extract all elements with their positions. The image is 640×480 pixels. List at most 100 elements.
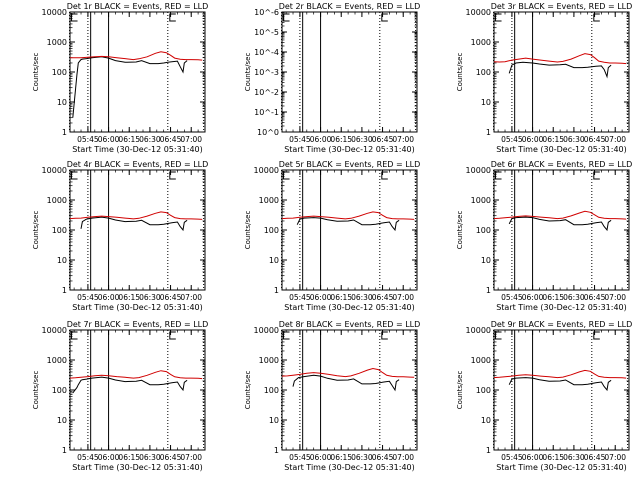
x-tick-label: 06:45 — [584, 293, 606, 302]
lld-series-line — [69, 211, 203, 220]
y-tick-label: 10 — [481, 416, 491, 425]
x-tick-label: 06:00 — [522, 453, 544, 462]
chart-panel-2: Det 2r BLACK = Events, RED = LLD 10^0 10^-… — [244, 2, 420, 154]
lld-series-line — [281, 367, 415, 378]
x-axis-label: Start Time (30-Dec-12 05:31:40) — [284, 303, 415, 312]
flag-marker — [283, 13, 290, 22]
flag-marker — [593, 13, 600, 22]
x-tick-label: 06:00 — [98, 293, 120, 302]
y-tick-label: 1 — [486, 128, 491, 137]
x-axis-label: Start Time (30-Dec-12 05:31:40) — [496, 303, 627, 312]
x-tick-label: 06:15 — [330, 453, 352, 462]
chart-panel-9: Det 9r BLACK = Events, RED = LLD 1 10 100 10… — [456, 320, 632, 472]
chart-panel-4: Det 4r BLACK = Events, RED = LLD 1 10 100 10… — [32, 160, 208, 312]
y-tick-label: 1 — [62, 286, 67, 295]
chart-panel-5: Det 5r BLACK = Events, RED = LLD 1 10 100 10… — [244, 160, 420, 312]
y-tick-label: 10 — [481, 98, 491, 107]
y-tick-label: 10 — [57, 98, 67, 107]
chart-panel-6: Det 6r BLACK = Events, RED = LLD 1 10 100 10… — [456, 160, 632, 312]
x-tick-label: 06:45 — [160, 453, 182, 462]
y-axis-label: Counts/sec — [244, 53, 252, 92]
flag-marker — [283, 171, 290, 180]
y-tick-label: 1000 — [259, 196, 279, 205]
x-tick-label: 06:00 — [522, 293, 544, 302]
flag-marker — [381, 331, 388, 340]
y-tick-label: 10000 — [42, 326, 67, 335]
x-axis-label: Start Time (30-Dec-12 05:31:40) — [72, 303, 203, 312]
y-tick-label: 10000 — [254, 166, 279, 175]
y-tick-label: 10000 — [254, 326, 279, 335]
x-tick-label: 06:00 — [98, 135, 120, 144]
events-series-line — [508, 377, 612, 392]
events-series-line — [72, 376, 188, 394]
y-tick-label: 10000 — [42, 8, 67, 17]
x-tick-label: 07:00 — [604, 453, 626, 462]
y-tick-label: 10000 — [466, 8, 491, 17]
flag-marker — [593, 171, 600, 180]
lld-series-line — [493, 369, 627, 379]
y-tick-label: 1 — [62, 128, 67, 137]
y-tick-label: 10000 — [466, 166, 491, 175]
chart-title: Det 6r BLACK = Events, RED = LLD — [491, 160, 633, 169]
x-tick-label: 05:45 — [501, 293, 523, 302]
events-series-line — [80, 216, 188, 232]
y-tick-label: 10^0 — [257, 128, 279, 137]
y-tick-label: 100 — [52, 386, 67, 395]
events-series-line — [508, 61, 612, 79]
x-axis-label: Start Time (30-Dec-12 05:31:40) — [72, 145, 203, 154]
x-axis-label: Start Time (30-Dec-12 05:31:40) — [496, 463, 627, 472]
y-tick-label: 10 — [481, 256, 491, 265]
y-axis-label: Counts/sec — [32, 211, 40, 250]
x-tick-label: 06:45 — [372, 135, 394, 144]
x-tick-label: 06:30 — [351, 135, 373, 144]
x-tick-label: 06:45 — [160, 135, 182, 144]
x-tick-label: 05:45 — [77, 453, 99, 462]
y-tick-label: 10 — [57, 256, 67, 265]
x-tick-label: 06:30 — [351, 293, 373, 302]
lld-series-line — [493, 53, 627, 65]
chart-panel-7: Det 7r BLACK = Events, RED = LLD 1 10 100 10… — [32, 320, 208, 472]
x-tick-label: 06:15 — [330, 293, 352, 302]
x-tick-label: 05:45 — [289, 453, 311, 462]
chart-title: Det 9r BLACK = Events, RED = LLD — [491, 320, 633, 329]
y-tick-label: 10^-2 — [254, 88, 279, 97]
x-tick-label: 06:15 — [118, 135, 140, 144]
y-axis-label: Counts/sec — [32, 371, 40, 410]
x-tick-label: 05:45 — [501, 453, 523, 462]
y-tick-label: 1 — [274, 446, 279, 455]
chart-title: Det 7r BLACK = Events, RED = LLD — [67, 320, 209, 329]
x-tick-label: 07:00 — [392, 293, 414, 302]
lld-series-line — [69, 370, 203, 380]
x-tick-label: 06:30 — [563, 135, 585, 144]
y-axis-label: Counts/sec — [456, 53, 464, 92]
flag-marker — [495, 171, 502, 180]
x-tick-label: 06:15 — [542, 135, 564, 144]
y-tick-label: 100 — [476, 226, 491, 235]
flag-marker — [495, 331, 502, 340]
y-tick-label: 1000 — [47, 38, 67, 47]
x-tick-label: 07:00 — [392, 135, 414, 144]
x-tick-label: 07:00 — [180, 135, 202, 144]
chart-title: Det 3r BLACK = Events, RED = LLD — [491, 2, 633, 11]
y-tick-label: 1 — [62, 446, 67, 455]
events-series-line — [508, 216, 612, 232]
y-tick-label: 10^-1 — [254, 108, 279, 117]
flag-marker — [71, 13, 78, 22]
flag-marker — [71, 331, 78, 340]
y-tick-label: 1 — [486, 446, 491, 455]
x-axis-label: Start Time (30-Dec-12 05:31:40) — [496, 145, 627, 154]
chart-title: Det 2r BLACK = Events, RED = LLD — [279, 2, 421, 11]
events-series-line — [292, 374, 400, 392]
chart-panel-3: Det 3r BLACK = Events, RED = LLD 1 10 100 10… — [456, 2, 632, 154]
x-tick-label: 07:00 — [604, 293, 626, 302]
x-tick-label: 05:45 — [77, 293, 99, 302]
flag-marker — [71, 171, 78, 180]
chart-title: Det 1r BLACK = Events, RED = LLD — [67, 2, 209, 11]
y-tick-label: 100 — [52, 68, 67, 77]
y-tick-label: 1000 — [47, 196, 67, 205]
x-tick-label: 06:15 — [118, 293, 140, 302]
x-tick-label: 07:00 — [180, 453, 202, 462]
y-axis-label: Counts/sec — [456, 211, 464, 250]
y-tick-label: 1000 — [259, 356, 279, 365]
x-tick-label: 06:45 — [160, 293, 182, 302]
